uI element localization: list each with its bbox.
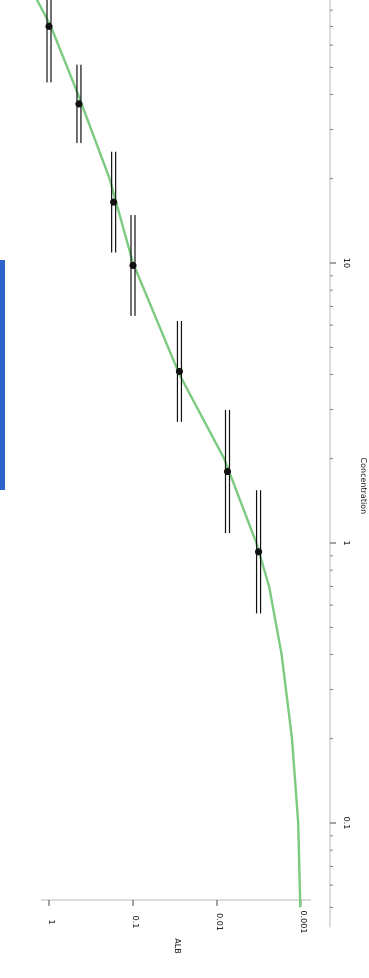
data-point — [45, 22, 53, 30]
x-tick-label: 1 — [342, 540, 351, 545]
data-point — [75, 100, 83, 108]
data-point — [254, 548, 263, 556]
y-tick-label: 1 — [47, 919, 56, 924]
data-point — [110, 198, 118, 206]
y-axis-title: ALB — [173, 938, 182, 953]
fit-curve — [35, 0, 302, 908]
x-tick-label: 10 — [342, 258, 351, 268]
blue-edge-artifact — [0, 260, 5, 490]
x-tick-label: 0.1 — [342, 817, 351, 830]
y-tick-label: 0.001 — [299, 911, 308, 934]
data-point — [129, 261, 137, 270]
data-point — [223, 467, 232, 476]
y-tick-label: 0.01 — [215, 913, 224, 931]
y-tick-label: 0.1 — [131, 916, 140, 929]
x-axis-title: Concentration — [359, 458, 368, 515]
data-point — [175, 367, 184, 376]
